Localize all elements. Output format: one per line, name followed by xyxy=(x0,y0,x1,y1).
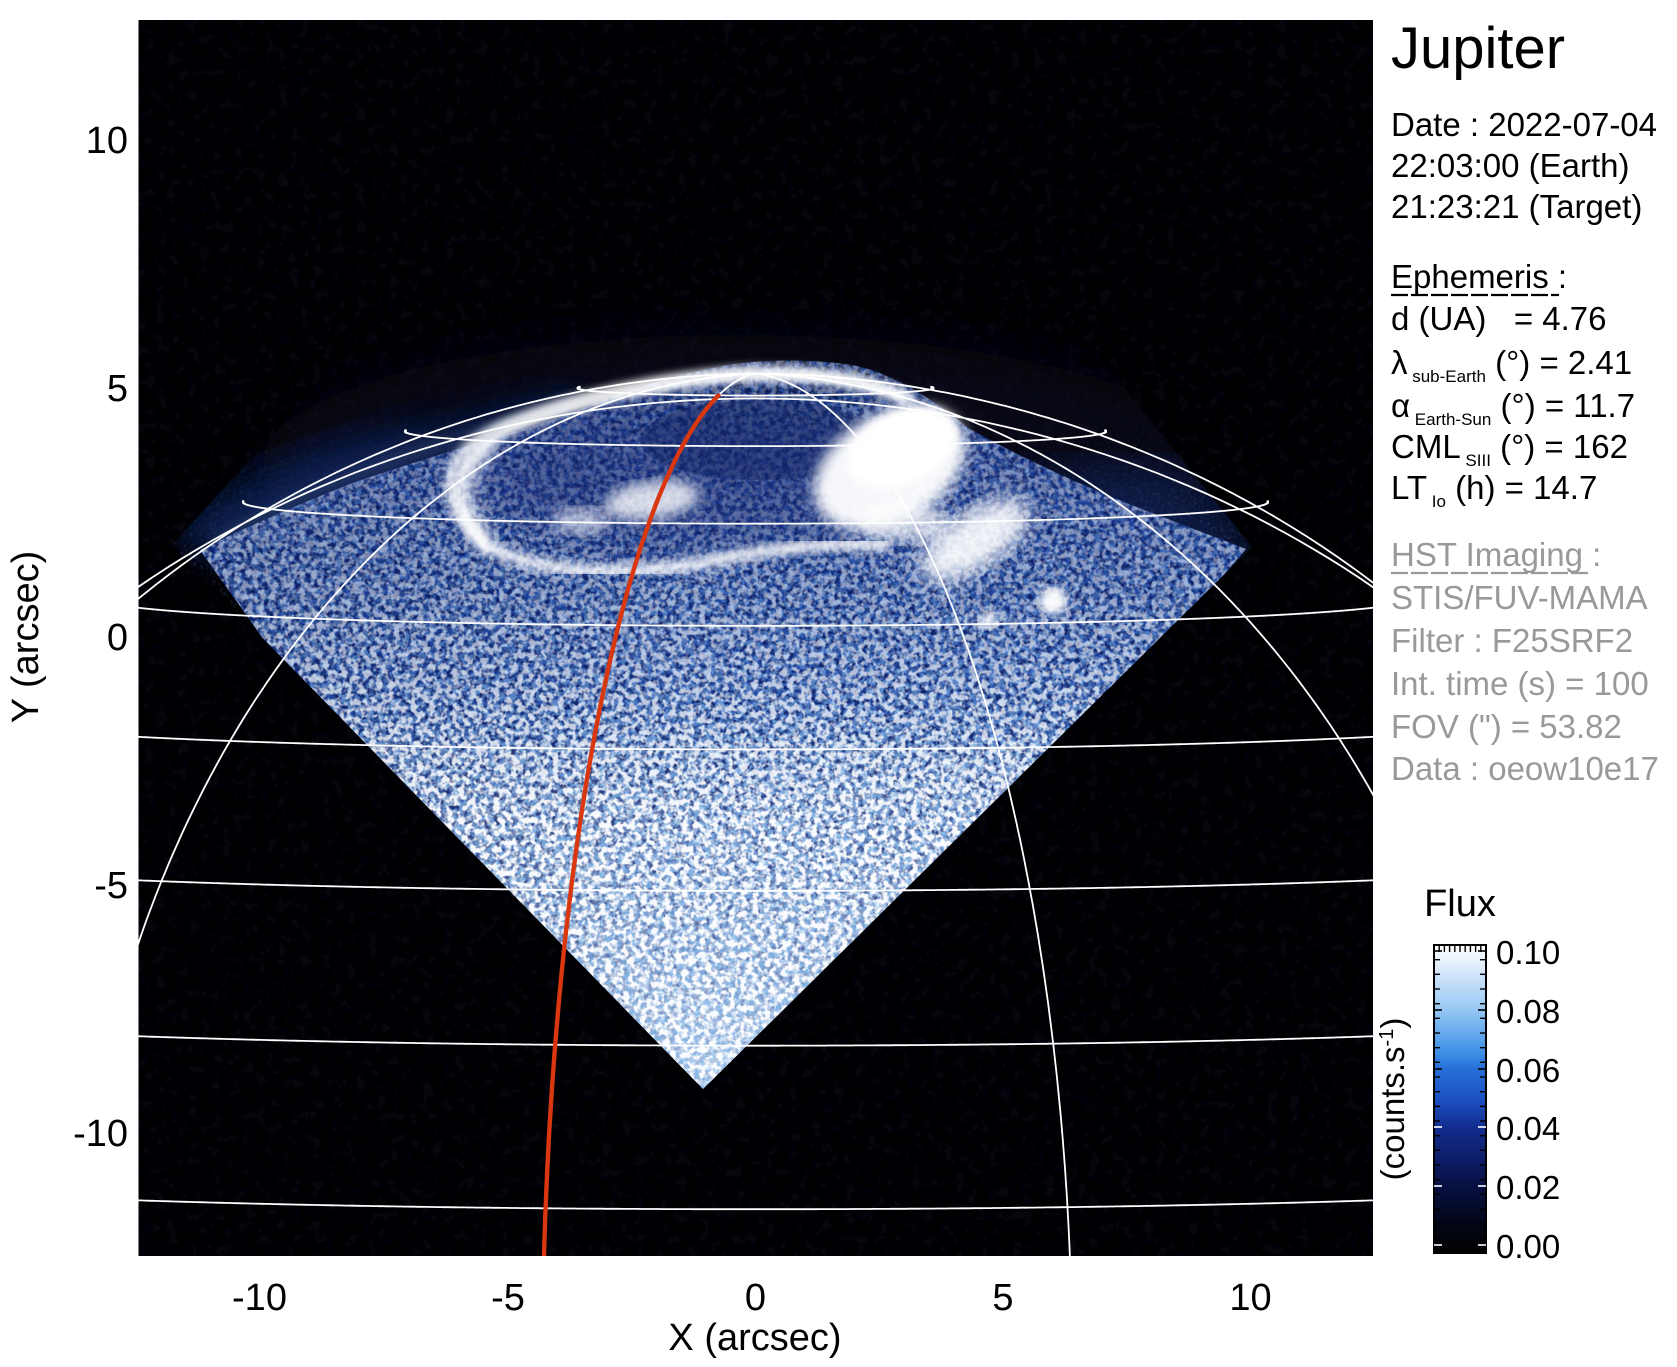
svg-text:-5: -5 xyxy=(491,1277,525,1319)
svg-text:d (UA) = 4.76: d (UA) = 4.76 xyxy=(1391,300,1607,337)
svg-text:0.08: 0.08 xyxy=(1496,993,1560,1030)
svg-text:FOV (") = 53.82: FOV (") = 53.82 xyxy=(1391,708,1622,745)
svg-text:0.10: 0.10 xyxy=(1496,934,1560,971)
svg-text:-10: -10 xyxy=(232,1277,287,1319)
svg-text:0: 0 xyxy=(107,617,128,659)
svg-text:10: 10 xyxy=(1229,1277,1271,1319)
svg-text:0: 0 xyxy=(745,1277,766,1319)
svg-text:0.04: 0.04 xyxy=(1496,1110,1560,1147)
svg-text:Int. time (s) = 100: Int. time (s) = 100 xyxy=(1391,665,1649,702)
svg-text:STIS/FUV-MAMA: STIS/FUV-MAMA xyxy=(1391,579,1648,616)
svg-text:5: 5 xyxy=(992,1277,1013,1319)
svg-text:-10: -10 xyxy=(73,1113,128,1155)
svg-text:HST Imaging :: HST Imaging : xyxy=(1391,536,1601,573)
svg-text:0.00: 0.00 xyxy=(1496,1228,1560,1265)
svg-text:(counts.s-1): (counts.s-1) xyxy=(1374,1018,1411,1181)
svg-text:0.02: 0.02 xyxy=(1496,1169,1560,1206)
svg-text:Filter : F25SRF2: Filter : F25SRF2 xyxy=(1391,622,1633,659)
svg-text:10: 10 xyxy=(86,120,128,162)
svg-text:LT Io (h) = 14.7: LT Io (h) = 14.7 xyxy=(1391,469,1597,511)
svg-text:X (arcsec): X (arcsec) xyxy=(668,1317,841,1359)
svg-text:Flux: Flux xyxy=(1424,883,1496,925)
svg-text:Data : oeow10e17: Data : oeow10e17 xyxy=(1391,750,1659,787)
svg-text:Date : 2022-07-04: Date : 2022-07-04 xyxy=(1391,106,1657,143)
svg-text:Y (arcsec): Y (arcsec) xyxy=(5,551,47,723)
svg-text:0.06: 0.06 xyxy=(1496,1052,1560,1089)
svg-text:5: 5 xyxy=(107,368,128,410)
svg-text:-5: -5 xyxy=(94,865,128,907)
svg-text:Ephemeris :: Ephemeris : xyxy=(1391,258,1567,295)
svg-text:Jupiter: Jupiter xyxy=(1391,16,1565,81)
svg-text:21:23:21 (Target): 21:23:21 (Target) xyxy=(1391,188,1642,225)
svg-text:CML SIII (°) = 162: CML SIII (°) = 162 xyxy=(1391,428,1628,470)
svg-text:22:03:00 (Earth): 22:03:00 (Earth) xyxy=(1391,147,1629,184)
